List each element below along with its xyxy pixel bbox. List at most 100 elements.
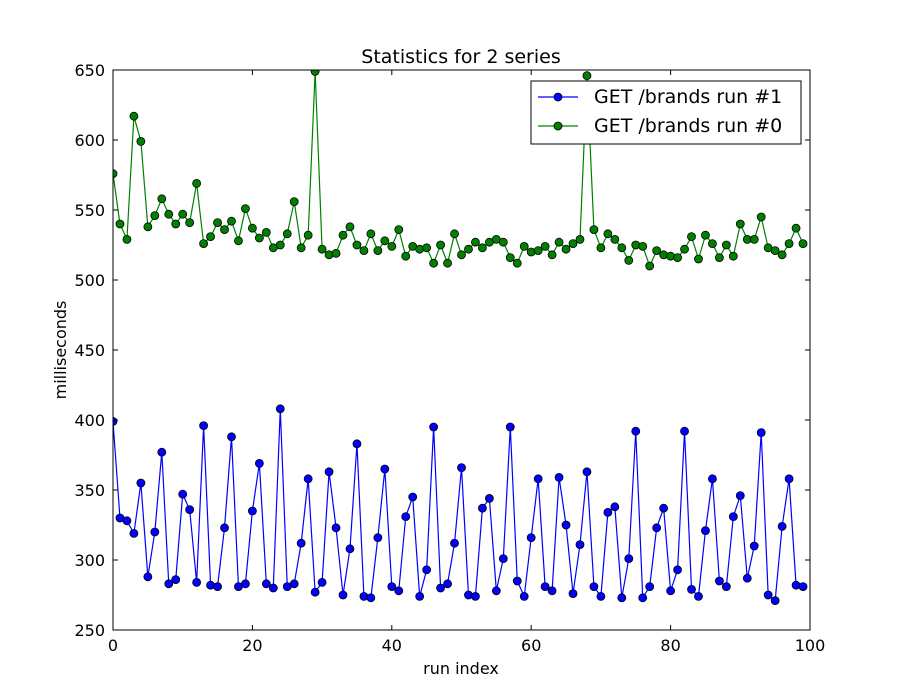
data-point <box>540 241 550 251</box>
data-point <box>603 508 613 517</box>
data-point <box>275 240 285 250</box>
data-point <box>777 250 787 260</box>
data-point <box>199 239 209 249</box>
data-point <box>443 258 452 268</box>
data-point <box>547 586 557 596</box>
data-point <box>784 474 794 484</box>
data-point <box>512 258 522 268</box>
data-point <box>247 223 257 233</box>
data-point <box>213 218 222 228</box>
data-point <box>122 516 132 526</box>
data-point <box>129 111 139 121</box>
data-point <box>129 529 139 538</box>
data-point <box>638 593 648 603</box>
legend-marker-series-0 <box>553 121 563 131</box>
data-point <box>143 222 153 232</box>
data-point <box>296 243 306 253</box>
legend-label-series-1: GET /brands run #1 <box>594 86 782 108</box>
data-point <box>157 447 167 457</box>
data-point <box>701 526 710 535</box>
data-point <box>429 258 439 268</box>
data-point <box>150 211 160 221</box>
legend-label-series-0: GET /brands run #0 <box>594 115 782 137</box>
legend-marker-series-1 <box>553 92 563 102</box>
x-tick-label: 20 <box>242 636 262 655</box>
data-point <box>324 467 334 477</box>
chart-title: Statistics for 2 series <box>361 46 560 68</box>
data-point <box>756 212 766 222</box>
data-point <box>352 240 362 250</box>
data-point <box>666 586 675 596</box>
data-point <box>735 219 745 229</box>
data-point <box>471 592 480 601</box>
y-axis-label: milliseconds <box>51 301 70 400</box>
data-point <box>554 237 564 247</box>
data-point <box>450 229 459 239</box>
data-point <box>338 590 348 600</box>
data-point <box>359 246 369 256</box>
data-point <box>784 239 794 249</box>
data-point <box>303 474 313 484</box>
data-point <box>387 582 397 591</box>
data-point <box>617 593 627 603</box>
data-point <box>380 464 390 474</box>
data-point <box>505 422 515 432</box>
data-point <box>568 589 578 598</box>
data-point <box>589 582 599 591</box>
y-tick-label: 250 <box>74 621 105 640</box>
data-point <box>164 209 174 219</box>
data-point <box>540 582 550 591</box>
data-point <box>561 520 571 530</box>
data-point <box>185 218 195 228</box>
x-tick-label: 100 <box>795 636 826 655</box>
data-point <box>638 241 648 251</box>
data-point <box>533 246 543 256</box>
data-point <box>756 428 766 438</box>
x-axis-label: run index <box>423 659 499 678</box>
data-point <box>113 169 118 178</box>
data-point <box>575 234 585 244</box>
y-tick-label: 650 <box>74 61 105 80</box>
data-point <box>227 216 236 226</box>
data-point <box>547 250 557 260</box>
data-point <box>478 503 487 513</box>
data-point <box>422 243 432 253</box>
ticks-layer: 0 20 40 60 80 100 250 300 350 400 450 500 550 600 650 <box>74 61 825 655</box>
data-point <box>798 239 808 249</box>
data-point <box>728 251 738 261</box>
data-point <box>484 493 494 503</box>
data-point <box>373 533 383 542</box>
data-point <box>394 586 404 596</box>
data-point <box>345 222 355 232</box>
data-point <box>331 523 341 533</box>
data-point <box>519 592 529 601</box>
data-point <box>610 234 620 244</box>
data-point <box>275 404 285 414</box>
data-point <box>603 229 613 239</box>
data-point <box>701 230 710 240</box>
data-point <box>366 229 376 239</box>
data-point <box>241 204 250 214</box>
data-point <box>464 244 473 254</box>
data-point <box>157 194 167 204</box>
data-point <box>749 234 759 244</box>
data-point <box>436 583 445 593</box>
data-point <box>652 523 662 533</box>
data-point <box>415 592 425 601</box>
data-point <box>261 579 271 589</box>
data-point <box>645 261 655 271</box>
data-point <box>234 236 243 246</box>
data-point <box>708 239 717 249</box>
data-point <box>345 544 355 554</box>
data-point <box>450 538 459 548</box>
series-layer <box>113 70 808 605</box>
data-point <box>491 586 501 596</box>
y-tick-label: 500 <box>74 271 105 290</box>
data-point <box>164 579 174 589</box>
data-point <box>268 583 278 593</box>
data-point <box>303 230 313 240</box>
data-point <box>624 554 634 563</box>
data-point <box>526 533 536 542</box>
data-point <box>798 582 808 591</box>
